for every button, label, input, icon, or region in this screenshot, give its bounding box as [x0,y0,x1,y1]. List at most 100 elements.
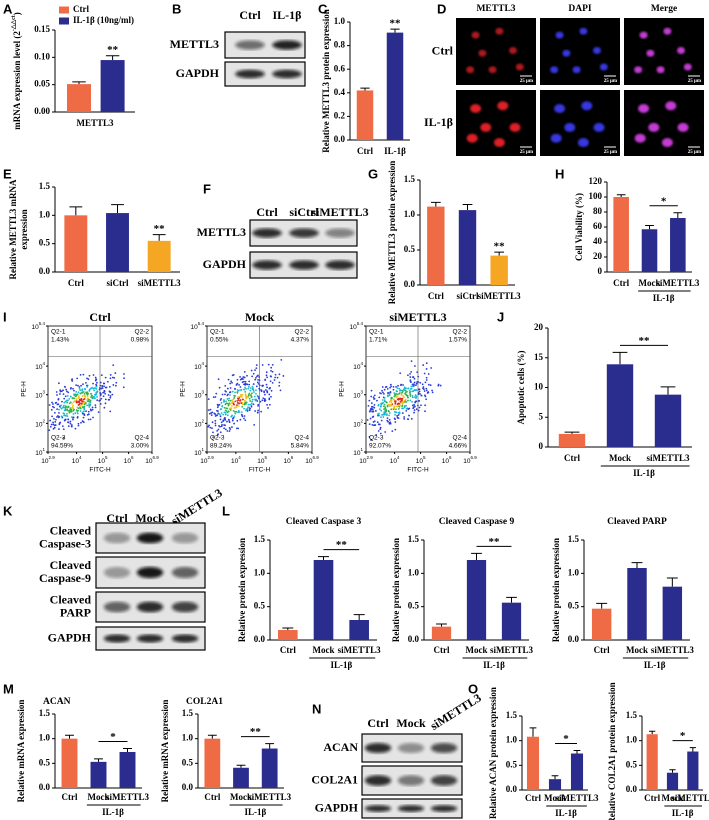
x-tick-label: siCtrl [457,291,479,301]
event-dot [389,391,392,393]
event-dot [384,431,387,433]
event-dot [389,386,391,389]
y-tick-label: 0.10 [34,51,50,61]
event-dot [271,381,274,384]
event-dot [87,413,90,416]
event-dot [404,401,406,403]
error-bar [360,87,370,91]
lane-label: Ctrl [239,8,261,22]
x-tick-label: Mock [544,793,566,803]
error-bar [318,556,329,560]
event-dot [209,408,212,411]
event-dot [376,421,379,424]
group-label: IL-1β [644,660,666,670]
event-dot [256,400,259,402]
bar [662,586,683,640]
event-dot [381,386,384,388]
y-tick-label: 101 [35,447,45,457]
event-dot [251,375,253,378]
event-dot [207,409,210,411]
event-dot [257,374,259,377]
event-dot [247,403,250,406]
error-bar [673,212,683,218]
y-tick-label: 80 [593,206,603,216]
event-dot [81,420,84,422]
cell-nucleus [677,47,685,54]
event-dot [386,417,389,420]
event-dot [221,393,224,396]
event-dot [388,400,391,403]
event-dot [77,407,80,410]
event-dot [70,410,73,413]
event-dot [92,374,95,376]
bar [356,90,374,140]
y-tick-label: 0.5 [182,757,194,767]
event-dot [220,397,223,400]
event-dot [58,411,60,414]
panel-letter: H [555,166,564,181]
event-dot [63,385,66,388]
cell-nucleus [665,101,677,111]
tick-base: 10 [463,458,471,465]
event-dot [233,394,236,397]
event-dot [378,396,381,399]
event-dot [370,395,373,398]
event-dot [248,409,251,412]
error-bar [494,251,505,256]
x-tick-label: Mock [88,792,110,802]
event-dot [368,423,371,426]
lane-label: siMETTL3 [311,205,368,219]
event-dot [52,405,54,408]
event-dot [72,418,74,421]
event-dot [215,414,218,417]
tick-base: 10 [353,450,361,457]
cell-nucleus [564,122,576,132]
event-dot [234,412,237,415]
significance: ** [639,335,651,347]
event-dot [251,398,254,401]
y-tick-label: 0 [598,266,603,276]
blot-band [397,775,425,786]
event-dot [226,387,229,390]
event-dot [75,393,78,396]
y-tick-label: 103 [194,390,204,400]
event-dot [96,381,98,384]
event-dot [111,393,114,396]
tick-base: 10 [390,458,398,465]
event-dot [382,391,384,394]
event-dot [372,396,375,399]
event-dot [53,411,56,414]
cell-nucleus [579,27,588,35]
event-dot [416,371,419,374]
event-dot [244,393,247,396]
event-dot [400,389,402,392]
event-dot [79,392,82,395]
event-dot [64,400,67,403]
event-dot [273,379,276,381]
event-dot [423,390,426,392]
event-dot [220,412,223,414]
event-dot [103,406,106,409]
y-tick-label: 0.00 [34,106,50,116]
tick-exponent: 3 [360,390,363,395]
event-dot [267,407,269,409]
x-tick-label: siMETTL3 [555,793,599,803]
event-dot [268,393,271,396]
micrograph [624,18,704,85]
bar [90,761,107,788]
x-tick-label: 105 [257,455,267,465]
event-dot [424,381,427,384]
event-dot [236,404,238,406]
event-dot [423,388,425,391]
significance: * [680,730,686,742]
event-dot [237,396,240,398]
row-label: GAPDH [48,630,92,644]
event-dot [207,398,210,401]
event-dot [261,364,264,366]
flow-title: siMETTL3 [389,310,446,324]
y-tick-label: 0.2 [334,110,346,120]
cell-nucleus [493,138,505,148]
event-dot [419,381,422,384]
event-dot [264,379,267,381]
